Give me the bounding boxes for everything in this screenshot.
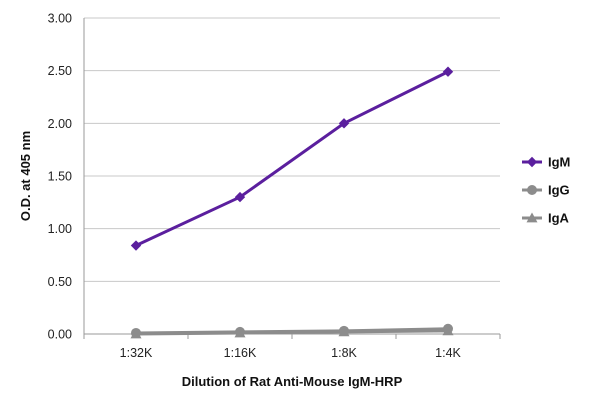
y-tick-labels: 0.00 0.50 1.00 1.50 2.00 2.50 3.00 — [48, 12, 72, 342]
series-line — [135, 70, 449, 247]
legend-item-igg: IgG — [522, 183, 570, 198]
series-igg — [131, 323, 453, 338]
x-tick-label: 1:8K — [331, 346, 357, 360]
data-point — [339, 325, 349, 336]
data-point — [130, 240, 142, 251]
legend: IgM IgG IgA — [522, 155, 570, 226]
data-series — [130, 66, 454, 339]
y-tick-label: 0.50 — [48, 275, 72, 289]
x-axis-title: Dilution of Rat Anti-Mouse IgM-HRP — [182, 374, 403, 389]
legend-swatch-marker — [527, 185, 537, 195]
series-line — [135, 327, 449, 335]
legend-label: IgA — [548, 211, 570, 226]
y-tick-label: 2.00 — [48, 117, 72, 131]
y-tick-label: 3.00 — [48, 12, 72, 26]
data-point — [235, 326, 245, 337]
legend-swatch-marker — [526, 212, 538, 223]
y-tick-label: 1.50 — [48, 170, 72, 184]
series-igm — [130, 66, 454, 251]
data-point — [338, 118, 350, 129]
legend-label: IgG — [548, 183, 570, 198]
data-point — [442, 66, 454, 77]
y-axis-title: O.D. at 405 nm — [18, 131, 33, 221]
x-tick-labels: 1:32K 1:16K 1:8K 1:4K — [120, 346, 462, 360]
x-tick-label: 1:4K — [435, 346, 461, 360]
y-tick-label: 0.00 — [48, 328, 72, 342]
axes — [83, 18, 501, 339]
legend-item-igm: IgM — [522, 155, 570, 170]
legend-swatch-marker — [526, 156, 538, 168]
data-point — [443, 323, 453, 334]
data-point — [234, 191, 246, 203]
legend-item-iga: IgA — [522, 211, 570, 226]
x-tick-label: 1:16K — [224, 346, 257, 360]
x-tick-label: 1:32K — [120, 346, 153, 360]
grid-lines — [84, 17, 500, 282]
legend-label: IgM — [548, 155, 570, 170]
data-point — [131, 327, 141, 338]
y-tick-label: 1.00 — [48, 222, 72, 236]
y-tick-label: 2.50 — [48, 64, 72, 78]
